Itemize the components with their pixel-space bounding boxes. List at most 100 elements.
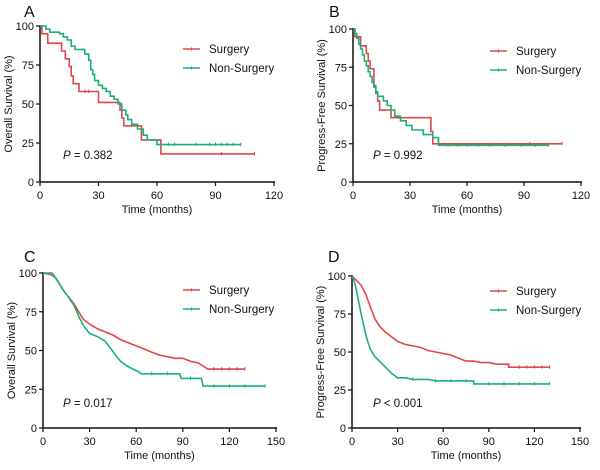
y-tick-label: 75 bbox=[335, 62, 347, 74]
survival-curve bbox=[351, 275, 550, 368]
legend: Surgery Non-Surgery bbox=[490, 46, 581, 77]
y-tick-label: 50 bbox=[335, 101, 347, 113]
panel-label: B bbox=[329, 4, 340, 21]
y-tick-label: 100 bbox=[19, 268, 37, 280]
p-symbol: P bbox=[63, 150, 71, 162]
x-tick-label: 30 bbox=[92, 190, 104, 202]
x-tick-label: 0 bbox=[349, 436, 355, 448]
x-tick-label: 120 bbox=[265, 190, 283, 202]
legend-item: Surgery bbox=[490, 46, 557, 58]
x-tick-label: 30 bbox=[83, 436, 95, 448]
legend-label: Non-Surgery bbox=[516, 65, 581, 77]
survival-curve bbox=[43, 272, 266, 387]
x-tick-label: 90 bbox=[177, 436, 189, 448]
series-surgery bbox=[40, 25, 255, 156]
x-tick-label: 0 bbox=[350, 190, 356, 202]
x-axis-title: Time (months) bbox=[122, 204, 193, 216]
legend-item: Surgery bbox=[183, 44, 250, 56]
panel-c: C 0 25 50 75 100 0 30 60 90 120 150 Time (months) Ove… bbox=[6, 249, 285, 462]
survival-curve bbox=[40, 25, 241, 146]
p-value-annotation: P < 0.001 bbox=[373, 398, 423, 410]
x-tick-label: 30 bbox=[404, 190, 416, 202]
p-symbol: P bbox=[63, 398, 71, 410]
survival-curve bbox=[40, 25, 255, 155]
legend-label: Surgery bbox=[516, 286, 557, 298]
y-tick-label: 75 bbox=[334, 309, 346, 321]
x-tick-label: 0 bbox=[37, 190, 43, 202]
x-tick-label: 30 bbox=[391, 436, 403, 448]
legend-label: Surgery bbox=[209, 285, 250, 297]
y-axis-title: Overall Survival (%) bbox=[3, 55, 15, 152]
survival-curve bbox=[353, 28, 562, 145]
legend-label: Non-Surgery bbox=[516, 305, 581, 317]
y-axis-title: Progress-Free Survival (%) bbox=[316, 39, 328, 172]
legend-item: Surgery bbox=[183, 285, 250, 297]
y-axis-title: Progress-Free Survival (%) bbox=[315, 286, 327, 419]
p-value-text: = 0.017 bbox=[71, 398, 113, 410]
legend-label: Non-Surgery bbox=[209, 63, 274, 75]
legend: Surgery Non-Surgery bbox=[490, 286, 581, 317]
series-non-surgery bbox=[43, 272, 266, 388]
y-tick-label: 25 bbox=[22, 138, 34, 150]
x-tick-label: 120 bbox=[220, 436, 238, 448]
legend-label: Surgery bbox=[209, 44, 250, 56]
legend-label: Surgery bbox=[516, 46, 557, 58]
y-axis-title: Overall Survival (%) bbox=[6, 302, 18, 399]
y-tick-label: 0 bbox=[340, 423, 346, 435]
x-tick-label: 60 bbox=[151, 190, 163, 202]
panel-d: D 0 25 50 75 100 0 30 60 90 120 150 Time (months) Pro… bbox=[315, 249, 589, 462]
x-tick-label: 90 bbox=[209, 190, 221, 202]
y-tick-label: 0 bbox=[31, 423, 37, 435]
x-tick-label: 0 bbox=[40, 436, 46, 448]
x-tick-label: 90 bbox=[483, 436, 495, 448]
y-tick-label: 50 bbox=[22, 99, 34, 111]
p-value-text: = 0.992 bbox=[381, 150, 423, 162]
panel-a: A 0 25 50 75 100 0 30 60 90 120 Time (months) Overal… bbox=[3, 4, 283, 216]
survival-curve bbox=[353, 28, 549, 147]
x-axis-title: Time (months) bbox=[432, 204, 503, 216]
x-tick-label: 60 bbox=[461, 190, 473, 202]
panel-label: A bbox=[24, 4, 35, 21]
y-tick-label: 50 bbox=[25, 346, 37, 358]
p-value-annotation: P = 0.382 bbox=[63, 150, 113, 162]
legend-item: Non-Surgery bbox=[490, 65, 581, 77]
x-tick-label: 60 bbox=[437, 436, 449, 448]
x-tick-label: 150 bbox=[571, 436, 589, 448]
y-tick-label: 25 bbox=[335, 139, 347, 151]
legend-item: Non-Surgery bbox=[490, 305, 581, 317]
x-tick-label: 150 bbox=[267, 436, 285, 448]
series-non-surgery bbox=[353, 28, 550, 147]
p-value-text: < 0.001 bbox=[381, 398, 423, 410]
y-tick-label: 25 bbox=[25, 384, 37, 396]
legend-item: Non-Surgery bbox=[183, 63, 274, 75]
x-axis-title: Time (months) bbox=[124, 450, 195, 462]
legend: Surgery Non-Surgery bbox=[183, 44, 274, 75]
p-symbol: P bbox=[373, 398, 381, 410]
series-surgery bbox=[351, 275, 551, 369]
y-tick-label: 25 bbox=[334, 385, 346, 397]
series-non-surgery bbox=[40, 25, 242, 147]
y-tick-label: 50 bbox=[334, 347, 346, 359]
x-tick-label: 120 bbox=[572, 190, 590, 202]
p-symbol: P bbox=[373, 150, 381, 162]
p-value-annotation: P = 0.992 bbox=[373, 150, 423, 162]
p-value-text: = 0.382 bbox=[71, 150, 113, 162]
legend-item: Non-Surgery bbox=[183, 304, 274, 316]
p-value-annotation: P = 0.017 bbox=[63, 398, 113, 410]
panel-label: D bbox=[328, 249, 340, 266]
x-tick-label: 90 bbox=[518, 190, 530, 202]
y-tick-label: 0 bbox=[28, 177, 34, 189]
x-axis-title: Time (months) bbox=[431, 450, 502, 462]
series-non-surgery bbox=[351, 275, 551, 386]
panel-b: B 0 25 50 75 100 0 30 60 90 120 Time (months) Progre… bbox=[316, 4, 590, 216]
y-tick-label: 75 bbox=[22, 60, 34, 72]
y-tick-label: 100 bbox=[328, 271, 346, 283]
x-tick-label: 120 bbox=[525, 436, 543, 448]
y-tick-label: 0 bbox=[341, 177, 347, 189]
legend: Surgery Non-Surgery bbox=[183, 285, 274, 316]
x-tick-label: 60 bbox=[130, 436, 142, 448]
y-tick-label: 100 bbox=[329, 24, 347, 36]
y-tick-label: 100 bbox=[16, 21, 34, 33]
panel-label: C bbox=[24, 249, 36, 266]
